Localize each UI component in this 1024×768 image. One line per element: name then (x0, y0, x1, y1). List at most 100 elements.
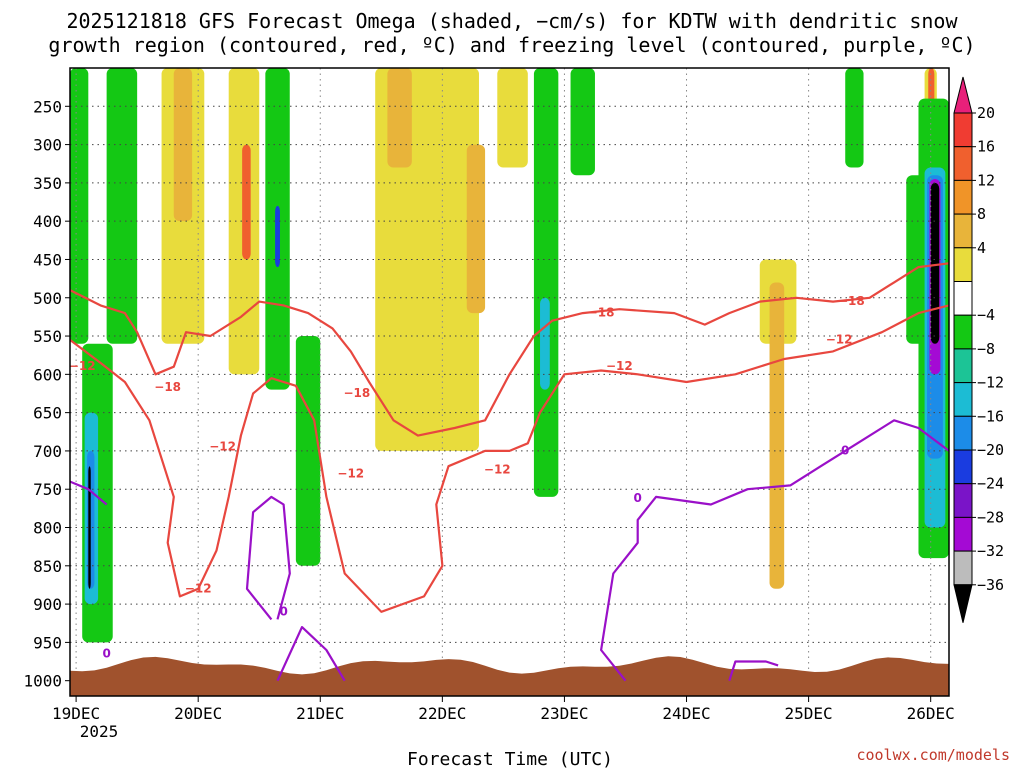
x-tick-label-22dec: 22DEC (418, 704, 466, 723)
omega-shading (70, 68, 949, 643)
contour-label-7: −18 (588, 306, 615, 320)
contour-label-6: −12 (484, 463, 511, 477)
contour-label-12: 0 (279, 604, 287, 618)
y-tick-label-400: 400 (33, 212, 62, 231)
colorbar: 20 16 12 8 4 −4 −8 −12 −16 −20 −24 −28 −32 −36 (953, 76, 1004, 623)
y-tick-label-300: 300 (33, 136, 62, 155)
y-tick-label-450: 450 (33, 250, 62, 269)
colorbar-segment-2 (953, 146, 973, 181)
colorbar-segment-12 (953, 483, 973, 518)
colorbar-segment-14 (953, 550, 973, 586)
contour-label-11: 0 (102, 646, 110, 660)
colorbar-label-12: −32 (977, 542, 1004, 560)
colorbar-label-0: 20 (977, 104, 995, 122)
colorbar-label-9: −20 (977, 441, 1004, 459)
contour-label-9: −12 (826, 332, 853, 346)
colorbar-top-arrow (953, 76, 973, 114)
y-tick-label-650: 650 (33, 404, 62, 423)
chart-title-line-1: 2025121818 GFS Forecast Omega (shaded, −… (66, 9, 958, 33)
ground-fill (70, 656, 949, 696)
colorbar-segment-9 (953, 382, 973, 417)
contour-label-2: −12 (209, 440, 236, 454)
colorbar-segment-3 (953, 179, 973, 215)
omega-region-3 (242, 144, 251, 260)
dgz-contour-0 (70, 304, 949, 613)
y-axis: 250 300 350 400 450 500 550 600 650 700 750 800 850 9… (23, 97, 70, 691)
freezing-level-contour-6 (728, 660, 779, 682)
contour-label-13: 0 (634, 491, 642, 505)
contour-lines (70, 262, 949, 682)
contour-label-0: −12 (69, 359, 96, 373)
omega-region-24 (845, 68, 864, 168)
y-tick-label-550: 550 (33, 327, 62, 346)
colorbar-label-4: 4 (977, 239, 986, 257)
colorbar-label-2: 12 (977, 171, 995, 189)
y-tick-label-950: 950 (33, 633, 62, 652)
colorbar-segment-10 (953, 415, 973, 451)
colorbar-segment-7 (953, 314, 973, 350)
contour-label-5: −18 (344, 386, 371, 400)
omega-region-12 (70, 68, 89, 344)
colorbar-label-8: −16 (977, 407, 1004, 425)
x-axis-title: Forecast Time (UTC) (407, 749, 613, 768)
colorbar-segment-1 (953, 112, 973, 148)
x-tick-label-24dec: 24DEC (662, 704, 710, 723)
freezing-level-contour-2 (70, 480, 108, 506)
y-tick-label-500: 500 (33, 289, 62, 308)
omega-region-6 (466, 144, 486, 314)
colorbar-label-6: −8 (977, 340, 995, 358)
y-tick-label-800: 800 (33, 519, 62, 538)
colorbar-label-3: 8 (977, 205, 986, 223)
dgz-contour-1 (70, 262, 949, 437)
y-tick-label-900: 900 (33, 595, 62, 614)
credit-text: coolwx.com/models (856, 746, 1010, 764)
omega-region-1 (173, 68, 193, 222)
y-tick-label-750: 750 (33, 480, 62, 499)
plot-background (70, 68, 949, 696)
contour-label-4: −12 (337, 466, 364, 480)
y-tick-label-1000: 1000 (23, 672, 62, 691)
x-tick-label-21dec: 21DEC (296, 704, 344, 723)
contour-label-3: −12 (185, 581, 212, 595)
x-tick-label-23dec: 23DEC (540, 704, 588, 723)
freezing-level-contour-5 (599, 419, 949, 682)
colorbar-segment-13 (953, 516, 973, 552)
omega-region-19 (275, 205, 280, 268)
omega-region-22 (540, 297, 550, 390)
colorbar-bottom-arrow (953, 584, 973, 623)
omega-region-16 (88, 466, 91, 589)
contour-label-8: −12 (606, 359, 633, 373)
omega-region-5 (387, 68, 412, 168)
chart-title-line-2: growth region (contoured, red, ºC) and f… (48, 33, 975, 57)
omega-region-30 (930, 182, 940, 344)
omega-region-9 (769, 282, 785, 589)
contour-label-10: −18 (838, 294, 865, 308)
omega-region-23 (570, 68, 595, 176)
freezing-level-contour-3 (245, 495, 291, 621)
colorbar-segment-4 (953, 213, 973, 249)
y-tick-label-600: 600 (33, 365, 62, 384)
colorbar-label-13: −36 (977, 576, 1004, 594)
contour-label-1: −18 (154, 380, 181, 394)
colorbar-label-11: −28 (977, 508, 1004, 526)
omega-region-20 (295, 336, 321, 566)
x-tick-label-20dec: 20DEC (174, 704, 222, 723)
y-tick-label-850: 850 (33, 557, 62, 576)
colorbar-segment-11 (953, 449, 973, 485)
plot-frame (69, 67, 950, 697)
y-tick-label-250: 250 (33, 97, 62, 116)
colorbar-segment-5 (953, 247, 973, 283)
contour-labels: −12 −18 −12 −12 −12 −18 −12 −18 −12 −12 −18 0 0 0 0 (69, 294, 865, 660)
colorbar-segment-8 (953, 348, 973, 384)
colorbar-label-5: −4 (977, 306, 995, 324)
x-tick-label-26dec: 26DEC (907, 704, 955, 723)
omega-region-17 (106, 68, 138, 344)
colorbar-label-1: 16 (977, 138, 995, 156)
omega-region-21 (533, 68, 559, 497)
x-axis: 19DEC 20DEC 21DEC 22DEC 23DEC 24DEC 25DEC 26DEC (52, 696, 955, 723)
colorbar-label-7: −12 (977, 374, 1004, 392)
y-tick-label-350: 350 (33, 174, 62, 193)
x-tick-label-19dec: 19DEC (52, 704, 100, 723)
freezing-level-contour-4 (276, 625, 346, 682)
